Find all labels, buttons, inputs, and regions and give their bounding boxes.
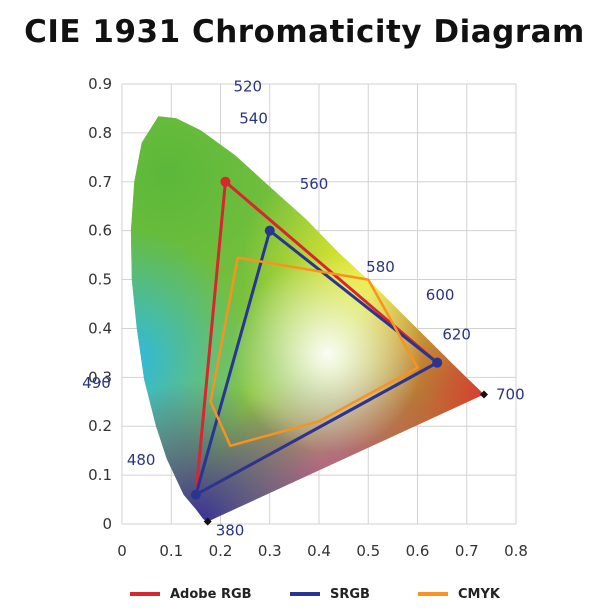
y-tick-label: 0.2 (88, 417, 112, 435)
wavelength-label: 520 (233, 77, 262, 95)
legend-label-cmyk: CMYK (458, 586, 500, 602)
x-tick-label: 0.5 (356, 542, 380, 560)
legend-label-adobe-rgb: Adobe RGB (170, 586, 252, 602)
x-tick-label: 0.2 (209, 542, 233, 560)
series-polygon-srgb (194, 229, 439, 497)
y-tick-label: 0 (102, 515, 112, 533)
legend-item-srgb: SRGB (290, 582, 370, 606)
locus-endpoint-marker (203, 517, 212, 526)
y-tick-label: 0.1 (88, 466, 112, 484)
series-point-srgb (264, 225, 275, 236)
x-tick-label: 0.6 (406, 542, 430, 560)
legend-label-srgb: SRGB (330, 586, 370, 602)
y-tick-label: 0.8 (88, 124, 112, 142)
y-tick-label: 0.9 (88, 75, 112, 93)
y-tick-label: 0.5 (88, 271, 112, 289)
x-tick-label: 0 (117, 542, 127, 560)
chart-title: CIE 1931 Chromaticity Diagram (24, 14, 585, 50)
legend-swatch-srgb (290, 592, 320, 596)
series-point-srgb (432, 357, 443, 368)
y-tick-label: 0.3 (88, 368, 112, 386)
wavelength-label: 480 (127, 451, 156, 469)
x-tick-label: 0.8 (504, 542, 528, 560)
series-point-adobe-rgb (220, 176, 231, 187)
wavelength-label: 380 (216, 522, 245, 540)
legend-swatch-adobe-rgb (130, 592, 160, 596)
legend-item-cmyk: CMYK (418, 582, 500, 606)
legend: Adobe RGB SRGB CMYK (0, 582, 609, 606)
wavelength-label: 620 (442, 325, 471, 343)
wavelength-label: 580 (366, 258, 395, 276)
gamut-series (190, 176, 443, 500)
legend-swatch-cmyk (418, 592, 448, 596)
x-tick-label: 0.1 (159, 542, 183, 560)
wavelength-label: 600 (426, 286, 455, 304)
wavelength-label: 490 (82, 374, 111, 392)
wavelength-label: 560 (300, 175, 329, 193)
y-tick-label: 0.7 (88, 173, 112, 191)
wavelength-label: 540 (239, 109, 268, 127)
legend-item-adobe-rgb: Adobe RGB (130, 582, 252, 606)
series-polygon-cmyk (209, 256, 419, 448)
y-tick-label: 0.6 (88, 222, 112, 240)
x-tick-label: 0.7 (455, 542, 479, 560)
x-tick-label: 0.4 (307, 542, 331, 560)
axis-ticks: 0 0.1 0.2 0.3 0.4 0.5 0.6 0.7 0.8 0 0.1 0.2 0.3 0.4 0.… (88, 75, 528, 560)
wavelength-labels: 380 480 490 520 540 560 580 600 620 700 (82, 77, 524, 539)
y-tick-label: 0.4 (88, 319, 112, 337)
series-point-srgb (190, 489, 201, 500)
x-tick-label: 0.3 (258, 542, 282, 560)
wavelength-label: 700 (496, 385, 525, 403)
locus-endpoint-marker (479, 390, 488, 399)
